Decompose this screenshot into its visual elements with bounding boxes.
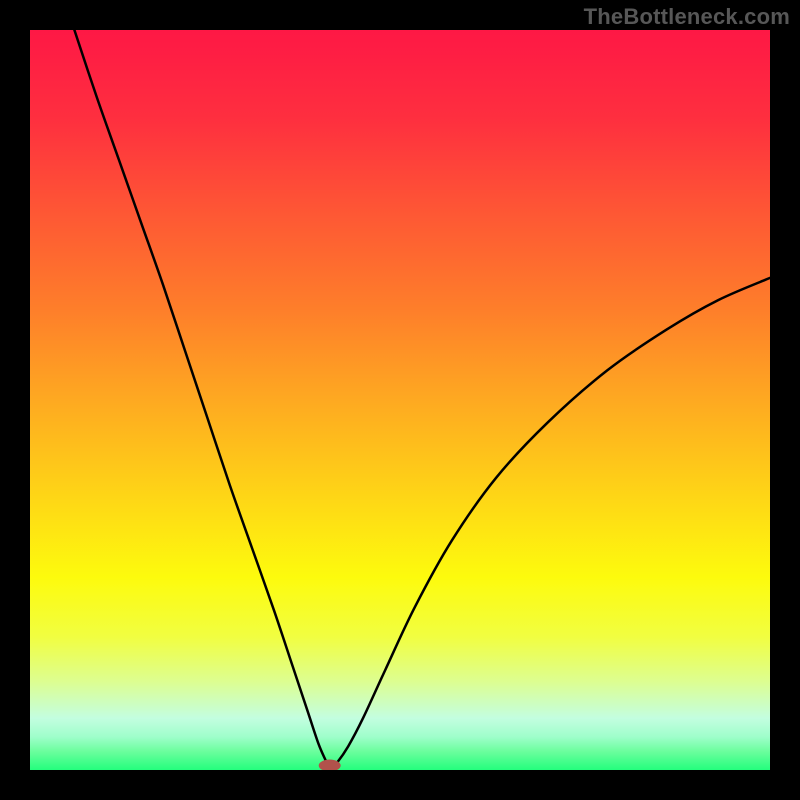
watermark-text: TheBottleneck.com (584, 4, 790, 30)
plot-svg (30, 30, 770, 770)
plot-area (30, 30, 770, 770)
chart-root: TheBottleneck.com (0, 0, 800, 800)
gradient-background (30, 30, 770, 770)
